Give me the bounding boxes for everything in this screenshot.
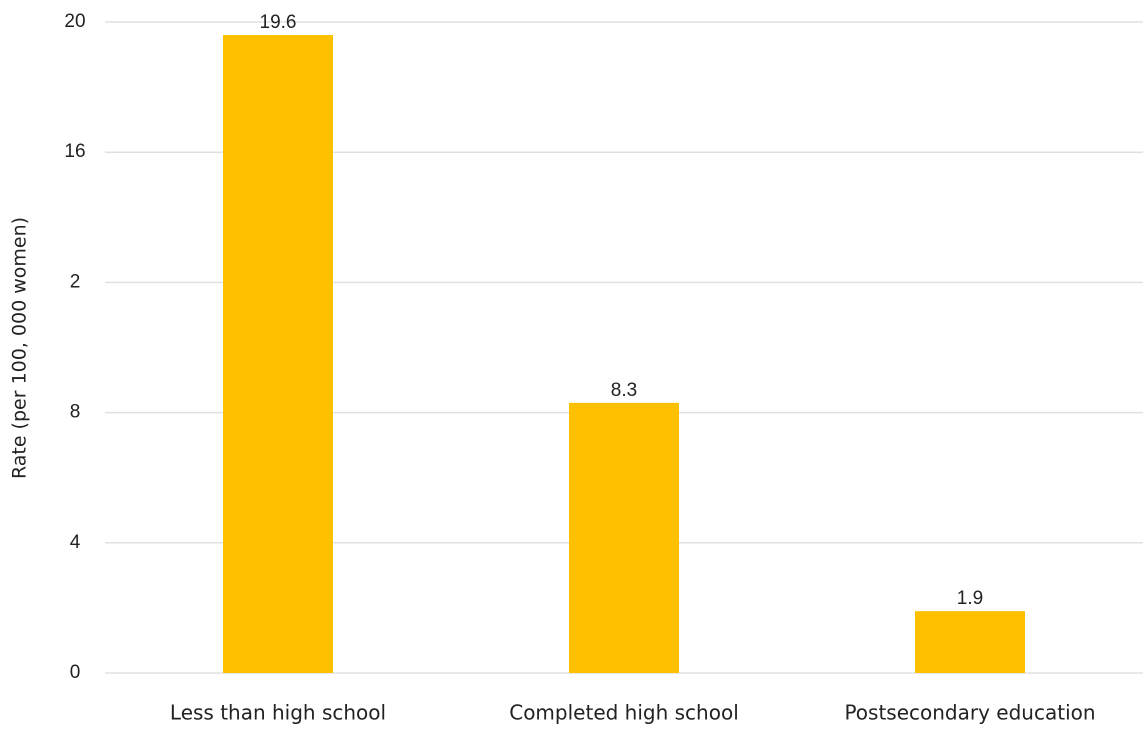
y-tick-label: 0 — [70, 662, 81, 683]
value-label: 19.6 — [260, 12, 297, 33]
y-tick-label: 4 — [70, 532, 81, 553]
y-tick-label: 16 — [64, 141, 85, 162]
bar — [223, 35, 333, 673]
value-label: 8.3 — [611, 380, 637, 401]
y-tick-label: 2 — [70, 271, 81, 292]
x-tick-label: Postsecondary education — [844, 701, 1095, 725]
bar — [915, 611, 1025, 673]
y-tick-label: 20 — [64, 11, 85, 32]
y-axis-label: Rate (per 100, 000 women) — [9, 217, 31, 479]
x-tick-label: Completed high school — [509, 701, 739, 725]
bar — [569, 402, 679, 673]
y-tick-label: 8 — [70, 402, 81, 423]
value-label: 1.9 — [957, 588, 983, 609]
x-tick-label: Less than high school — [170, 701, 386, 725]
